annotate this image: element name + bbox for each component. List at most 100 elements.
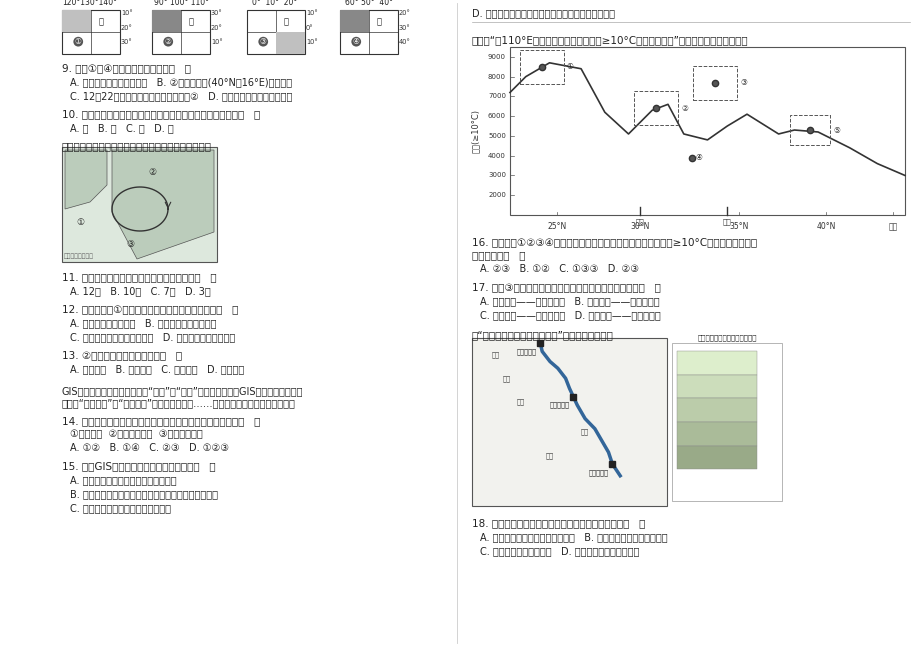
Text: 30°: 30° xyxy=(399,25,410,31)
Text: 13. ②海区洋流自流的主动力是（   ）: 13. ②海区洋流自流的主动力是（ ） xyxy=(62,350,182,360)
Text: 40°N: 40°N xyxy=(815,222,834,231)
Text: ③: ③ xyxy=(126,240,134,249)
Bar xyxy=(152,10,210,54)
Bar xyxy=(676,398,756,422)
Bar xyxy=(789,115,829,145)
Text: 白鹤滩电站: 白鹤滩电站 xyxy=(516,348,536,355)
Bar xyxy=(246,10,305,54)
Text: A. 甲   B. 乙   C. 丙   D. 丁: A. 甲 B. 乙 C. 丙 D. 丁 xyxy=(70,123,174,133)
Text: 泸州: 泸州 xyxy=(545,452,553,459)
Text: 14. 国家气象局每天在电视新闻中提供的卫星云图主要使用了（   ）: 14. 国家气象局每天在电视新闻中提供的卫星云图主要使用了（ ） xyxy=(62,416,260,426)
Text: ③: ③ xyxy=(259,37,267,46)
Text: 溧洛渡电站: 溧洛渡电站 xyxy=(588,469,607,476)
Text: 乌东德电站: 乌东德电站 xyxy=(549,402,569,408)
Text: 5000: 5000 xyxy=(488,133,505,139)
Bar xyxy=(62,10,119,54)
Text: ④: ④ xyxy=(695,153,702,162)
Text: A. 全部位于东半球、低纬度   B. ②地位于北京(40°N、16°E)的东南方: A. 全部位于东半球、低纬度 B. ②地位于北京(40°N、16°E)的东南方 xyxy=(70,77,292,87)
Text: 高县: 高县 xyxy=(516,398,524,405)
Text: 丁: 丁 xyxy=(377,18,381,27)
Text: 复杂的“模式分析”和“虚拟模拟”进行预测性分析……结合上述材料，回答下面小题。: 复杂的“模式分析”和“虚拟模拟”进行预测性分析……结合上述材料，回答下面小题。 xyxy=(62,398,296,408)
Text: 30°: 30° xyxy=(121,39,132,46)
Bar xyxy=(509,47,904,215)
Text: A. 华中地区能源缺乏，电力缺口大   B. 低地势阶梯交界处，落差大: A. 华中地区能源缺乏，电力缺口大 B. 低地势阶梯交界处，落差大 xyxy=(480,532,667,542)
Bar xyxy=(671,343,781,501)
Bar xyxy=(676,446,756,469)
Text: A. ②③   B. ①②   C. ①③③   D. ②③: A. ②③ B. ①② C. ①③③ D. ②③ xyxy=(480,264,639,274)
Text: 秦岭: 秦岭 xyxy=(635,218,644,225)
Bar xyxy=(276,32,305,54)
Text: ①: ① xyxy=(566,62,573,71)
Text: 8000: 8000 xyxy=(487,74,505,79)
Bar xyxy=(471,338,666,506)
Text: B. 用来预测森林火灾的发生地点和火灾所用的大致时间: B. 用来预测森林火灾的发生地点和火灾所用的大致时间 xyxy=(70,489,218,499)
Text: ②: ② xyxy=(680,104,687,113)
Text: 18. 金沙江下游适于水电梯级开发的主要自然原因是（   ）: 18. 金沙江下游适于水电梯级开发的主要自然原因是（ ） xyxy=(471,518,644,528)
Text: 9. 图中①～④四地的说法正确的是（   ）: 9. 图中①～④四地的说法正确的是（ ） xyxy=(62,63,191,73)
Text: 20°: 20° xyxy=(399,10,411,16)
Text: 15. 如果GIS技术用来监测森林火灾，可以（   ）: 15. 如果GIS技术用来监测森林火灾，可以（ ） xyxy=(62,461,215,471)
Text: 积温(≥10°C): 积温(≥10°C) xyxy=(470,109,479,153)
Text: 0°  10°  20°: 0° 10° 20° xyxy=(252,0,297,7)
Text: 3000: 3000 xyxy=(487,173,505,178)
Text: 2000: 2000 xyxy=(488,192,505,199)
Text: 17. 图中③处所在地区与适宜发展的农作物搭配正确的是（   ）: 17. 图中③处所在地区与适宜发展的农作物搭配正确的是（ ） xyxy=(471,282,660,292)
Text: C. 12月22日，正午太阳高度角最大的是②   D. 均有太阳直射和极昼夜现象: C. 12月22日，正午太阳高度角最大的是② D. 均有太阳直射和极昼夜现象 xyxy=(70,91,292,101)
Bar xyxy=(676,374,756,398)
Text: 30°: 30° xyxy=(210,10,222,16)
Text: ②: ② xyxy=(148,168,156,177)
Text: A. 西南季风   B. 东南季风   C. 西北季风   D. 东南信风: A. 西南季风 B. 东南季风 C. 西北季风 D. 东南信风 xyxy=(70,364,244,374)
Text: 0°: 0° xyxy=(306,25,313,31)
Text: 巴中: 巴中 xyxy=(503,375,511,381)
Text: C. 径流量大且季节变化大   D. 地质条件稳定，适于建堤: C. 径流量大且季节变化大 D. 地质条件稳定，适于建堤 xyxy=(480,546,639,556)
Text: ③: ③ xyxy=(740,78,746,87)
Bar xyxy=(676,422,756,446)
Text: 60° 50°  40°: 60° 50° 40° xyxy=(345,0,392,7)
Text: 大的一组是（   ）: 大的一组是（ ） xyxy=(471,250,525,260)
Text: ②: ② xyxy=(165,37,172,46)
Text: GIS可以像传统地图一样，解决“地点”、“状况”的有关查询，但GIS能进行势态分析，: GIS可以像传统地图一样，解决“地点”、“状况”的有关查询，但GIS能进行势态分… xyxy=(62,386,303,396)
Text: 40°: 40° xyxy=(399,39,411,46)
Bar xyxy=(519,49,563,84)
Bar xyxy=(633,91,677,125)
Text: ①: ① xyxy=(76,218,84,227)
Text: 读“金沙江下游水能资源开发图”，回答下面小题。: 读“金沙江下游水能资源开发图”，回答下面小题。 xyxy=(471,330,613,340)
Text: ④: ④ xyxy=(352,37,359,46)
Text: 下面是“沿110°E经线不同纬度日平均气温≥10°C的积温曲线图”。读图，回答下面小题。: 下面是“沿110°E经线不同纬度日平均气温≥10°C的积温曲线图”。读图，回答下… xyxy=(471,35,748,45)
Text: 金沙江干流水电梯级开发规划图: 金沙江干流水电梯级开发规划图 xyxy=(697,335,756,341)
Text: 甲: 甲 xyxy=(99,18,104,27)
Text: C. 受西北信风影响，高温干燥   D. 受季风影响，高温干燥: C. 受西北信风影响，高温干燥 D. 受季风影响，高温干燥 xyxy=(70,332,235,342)
Text: 11. 图示洋流环流系统最有可能出现的月份是（   ）: 11. 图示洋流环流系统最有可能出现的月份是（ ） xyxy=(62,272,216,282)
Text: A. ①②   B. ①④   C. ②③   D. ①②③: A. ①② B. ①④ C. ②③ D. ①②③ xyxy=(70,443,229,453)
Text: A. 进入雨季，高温多雨   B. 受山地影响，低温干燥: A. 进入雨季，高温多雨 B. 受山地影响，低温干燥 xyxy=(70,318,216,328)
Text: A. 用来分析、判断引起森林火灾的原因: A. 用来分析、判断引起森林火灾的原因 xyxy=(70,475,176,485)
Text: 7000: 7000 xyxy=(487,93,505,100)
Text: ⑤: ⑤ xyxy=(833,126,839,135)
Text: ①遥感技术  ②地理信息系统  ③全球定位技术: ①遥感技术 ②地理信息系统 ③全球定位技术 xyxy=(70,429,202,439)
Text: 10°: 10° xyxy=(121,10,132,16)
Text: 25°N: 25°N xyxy=(547,222,566,231)
Text: 120°130°140°: 120°130°140° xyxy=(62,0,117,7)
Bar xyxy=(62,147,217,262)
Text: 纬度: 纬度 xyxy=(888,222,897,231)
Text: D. 用来预测分析火势走向的方向，尽快制定灭火方案: D. 用来预测分析火势走向的方向，尽快制定灭火方案 xyxy=(471,8,614,18)
Text: C. 西北地区——谷子、棒花   D. 南方地区——水稻、油菜: C. 西北地区——谷子、棒花 D. 南方地区——水稻、油菜 xyxy=(480,310,660,320)
Polygon shape xyxy=(112,150,214,259)
Bar xyxy=(152,10,181,32)
Text: A. 青藏地区——青稿、豌豆   B. 北方地区——小麦、甜菜: A. 青藏地区——青稿、豌豆 B. 北方地区——小麦、甜菜 xyxy=(480,296,659,306)
Text: 宜宾: 宜宾 xyxy=(581,429,588,436)
Text: 16. 图中数码①②③④四个地址所跨纬度相同，其中，日平均气温≥10°C积温随纬度变化最: 16. 图中数码①②③④四个地址所跨纬度相同，其中，日平均气温≥10°C积温随纬… xyxy=(471,237,756,247)
Text: 黄河: 黄河 xyxy=(722,218,731,225)
Bar xyxy=(340,10,369,32)
Text: 10°: 10° xyxy=(210,39,222,46)
Text: 6000: 6000 xyxy=(487,113,505,119)
Text: 9000: 9000 xyxy=(487,54,505,60)
Bar xyxy=(62,10,91,32)
Polygon shape xyxy=(65,150,107,209)
Bar xyxy=(693,66,737,100)
Bar xyxy=(676,351,756,374)
Text: 20°: 20° xyxy=(210,25,222,31)
Text: ①: ① xyxy=(74,37,82,46)
Text: 10. 四幅图中阴影部分所表示的经纬线方格内，面积最大的是（   ）: 10. 四幅图中阴影部分所表示的经纬线方格内，面积最大的是（ ） xyxy=(62,109,260,119)
Text: 丙: 丙 xyxy=(284,18,289,27)
